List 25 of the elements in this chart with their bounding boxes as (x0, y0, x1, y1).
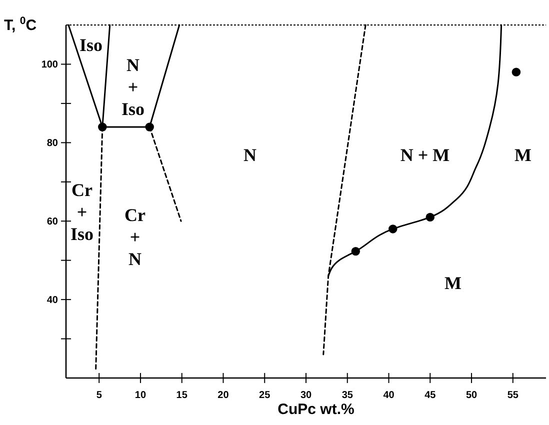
x-tick-label: 55 (507, 390, 519, 401)
x-tick-label: 15 (176, 390, 188, 401)
annotation: Cr + N (124, 205, 146, 269)
x-axis-title: CuPc wt.% (278, 401, 354, 418)
annotation: M (514, 145, 532, 165)
x-tick-label: 50 (466, 390, 478, 401)
x-tick-label: 40 (383, 390, 395, 401)
x-tick-label: 25 (259, 390, 271, 401)
y-tick-label: 80 (46, 138, 58, 150)
x-tick-label: 20 (218, 390, 230, 401)
annotation: Cr + Iso (70, 180, 94, 244)
y-tick-label: 100 (41, 60, 58, 71)
annotation: Iso (79, 35, 103, 55)
annotation: N (244, 145, 256, 165)
x-tick-label: 30 (300, 390, 312, 401)
x-tick-label: 45 (424, 390, 436, 401)
x-tick-label: 35 (342, 390, 354, 401)
y-axis-title: T, $^{0}$C (4, 15, 37, 34)
annotation: N + Iso (121, 55, 145, 119)
annotation: M (444, 273, 462, 293)
x-tick-label: 5 (96, 390, 102, 401)
x-tick-label: 10 (134, 390, 146, 401)
y-tick-label: 40 (46, 295, 58, 306)
y-tick-label: 60 (46, 216, 58, 228)
annotation: N + M (400, 145, 450, 165)
